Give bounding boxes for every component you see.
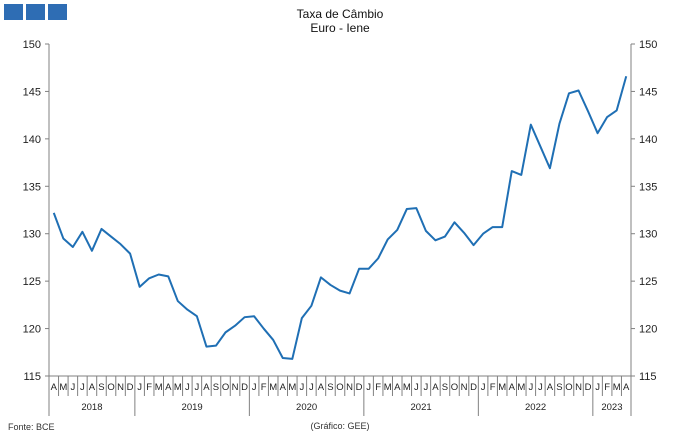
month-label: J — [299, 382, 304, 393]
series-line-euro-iene — [52, 75, 628, 360]
year-label: 2020 — [296, 402, 317, 413]
month-label: D — [127, 382, 134, 393]
data-points — [53, 75, 628, 360]
month-label: A — [203, 382, 210, 393]
month-label: F — [604, 382, 610, 393]
month-label: J — [252, 382, 257, 393]
logo-square — [4, 4, 23, 20]
month-label: S — [442, 382, 448, 393]
month-label: J — [528, 382, 533, 393]
month-label: M — [155, 382, 163, 393]
month-label: A — [89, 382, 96, 393]
right-y-axis: 115 120 125 130 135 140 145 150 — [630, 39, 657, 383]
year-label: 2023 — [601, 402, 622, 413]
logo-square — [48, 4, 67, 20]
right-tick-label: 125 — [639, 276, 657, 288]
month-label: N — [232, 382, 239, 393]
month-label: O — [107, 382, 114, 393]
month-label: A — [165, 382, 172, 393]
month-label: N — [117, 382, 124, 393]
month-label: J — [195, 382, 200, 393]
month-label: J — [414, 382, 419, 393]
left-tick-label: 125 — [23, 276, 41, 288]
right-tick-label: 120 — [639, 324, 657, 336]
month-label: J — [595, 382, 600, 393]
right-tick-label: 150 — [639, 39, 657, 51]
chart-title: Taxa de Câmbio — [297, 7, 384, 21]
left-tick-label: 120 — [23, 324, 41, 336]
month-label: J — [538, 382, 543, 393]
month-label: M — [613, 382, 621, 393]
month-label: A — [280, 382, 287, 393]
left-tick-label: 115 — [23, 371, 41, 383]
month-label: N — [346, 382, 353, 393]
logo-square — [26, 4, 45, 20]
month-label: D — [585, 382, 592, 393]
left-tick-label: 140 — [23, 134, 41, 146]
month-label: D — [356, 382, 363, 393]
month-label: O — [565, 382, 572, 393]
month-label: D — [241, 382, 248, 393]
logo — [4, 4, 67, 20]
month-label: O — [451, 382, 458, 393]
month-label: F — [146, 382, 152, 393]
right-tick-label: 140 — [639, 134, 657, 146]
month-label: A — [318, 382, 325, 393]
year-label: 2022 — [525, 402, 546, 413]
month-label: J — [423, 382, 428, 393]
month-label: J — [137, 382, 142, 393]
month-label: M — [59, 382, 67, 393]
left-tick-label: 135 — [23, 181, 41, 193]
month-label: A — [509, 382, 516, 393]
left-tick-label: 145 — [23, 86, 41, 98]
month-label: J — [366, 382, 371, 393]
year-label: 2021 — [411, 402, 432, 413]
month-label: A — [623, 382, 630, 393]
month-label: F — [375, 382, 381, 393]
month-label: N — [461, 382, 468, 393]
month-label: S — [327, 382, 333, 393]
month-label: S — [213, 382, 219, 393]
right-tick-label: 130 — [639, 229, 657, 241]
month-label: D — [470, 382, 477, 393]
month-label: J — [481, 382, 486, 393]
month-label: O — [336, 382, 343, 393]
month-label: J — [80, 382, 85, 393]
month-label: M — [498, 382, 506, 393]
month-label: A — [432, 382, 439, 393]
month-label: N — [575, 382, 582, 393]
right-tick-label: 135 — [639, 181, 657, 193]
year-label: 2018 — [81, 402, 102, 413]
month-label: S — [556, 382, 562, 393]
month-label: J — [70, 382, 75, 393]
left-y-axis: 115 120 125 130 135 140 145 150 — [23, 39, 50, 383]
month-label: M — [269, 382, 277, 393]
month-label: F — [261, 382, 267, 393]
chart-subtitle: Euro - Iene — [310, 21, 370, 35]
year-label: 2019 — [182, 402, 203, 413]
month-label: M — [288, 382, 296, 393]
month-label: M — [384, 382, 392, 393]
month-label: S — [98, 382, 104, 393]
left-tick-label: 130 — [23, 229, 41, 241]
month-label: A — [394, 382, 401, 393]
right-tick-label: 145 — [639, 86, 657, 98]
month-label: O — [222, 382, 229, 393]
month-label: M — [517, 382, 525, 393]
month-label: M — [174, 382, 182, 393]
chart-credit: (Gráfico: GEE) — [310, 421, 369, 431]
source-note: Fonte: BCE — [8, 422, 55, 432]
month-label: J — [309, 382, 314, 393]
right-tick-label: 115 — [639, 371, 657, 383]
month-label: A — [547, 382, 554, 393]
month-label: F — [490, 382, 496, 393]
month-label: J — [185, 382, 190, 393]
month-label: M — [403, 382, 411, 393]
left-tick-label: 150 — [23, 39, 41, 51]
month-label: A — [51, 382, 58, 393]
